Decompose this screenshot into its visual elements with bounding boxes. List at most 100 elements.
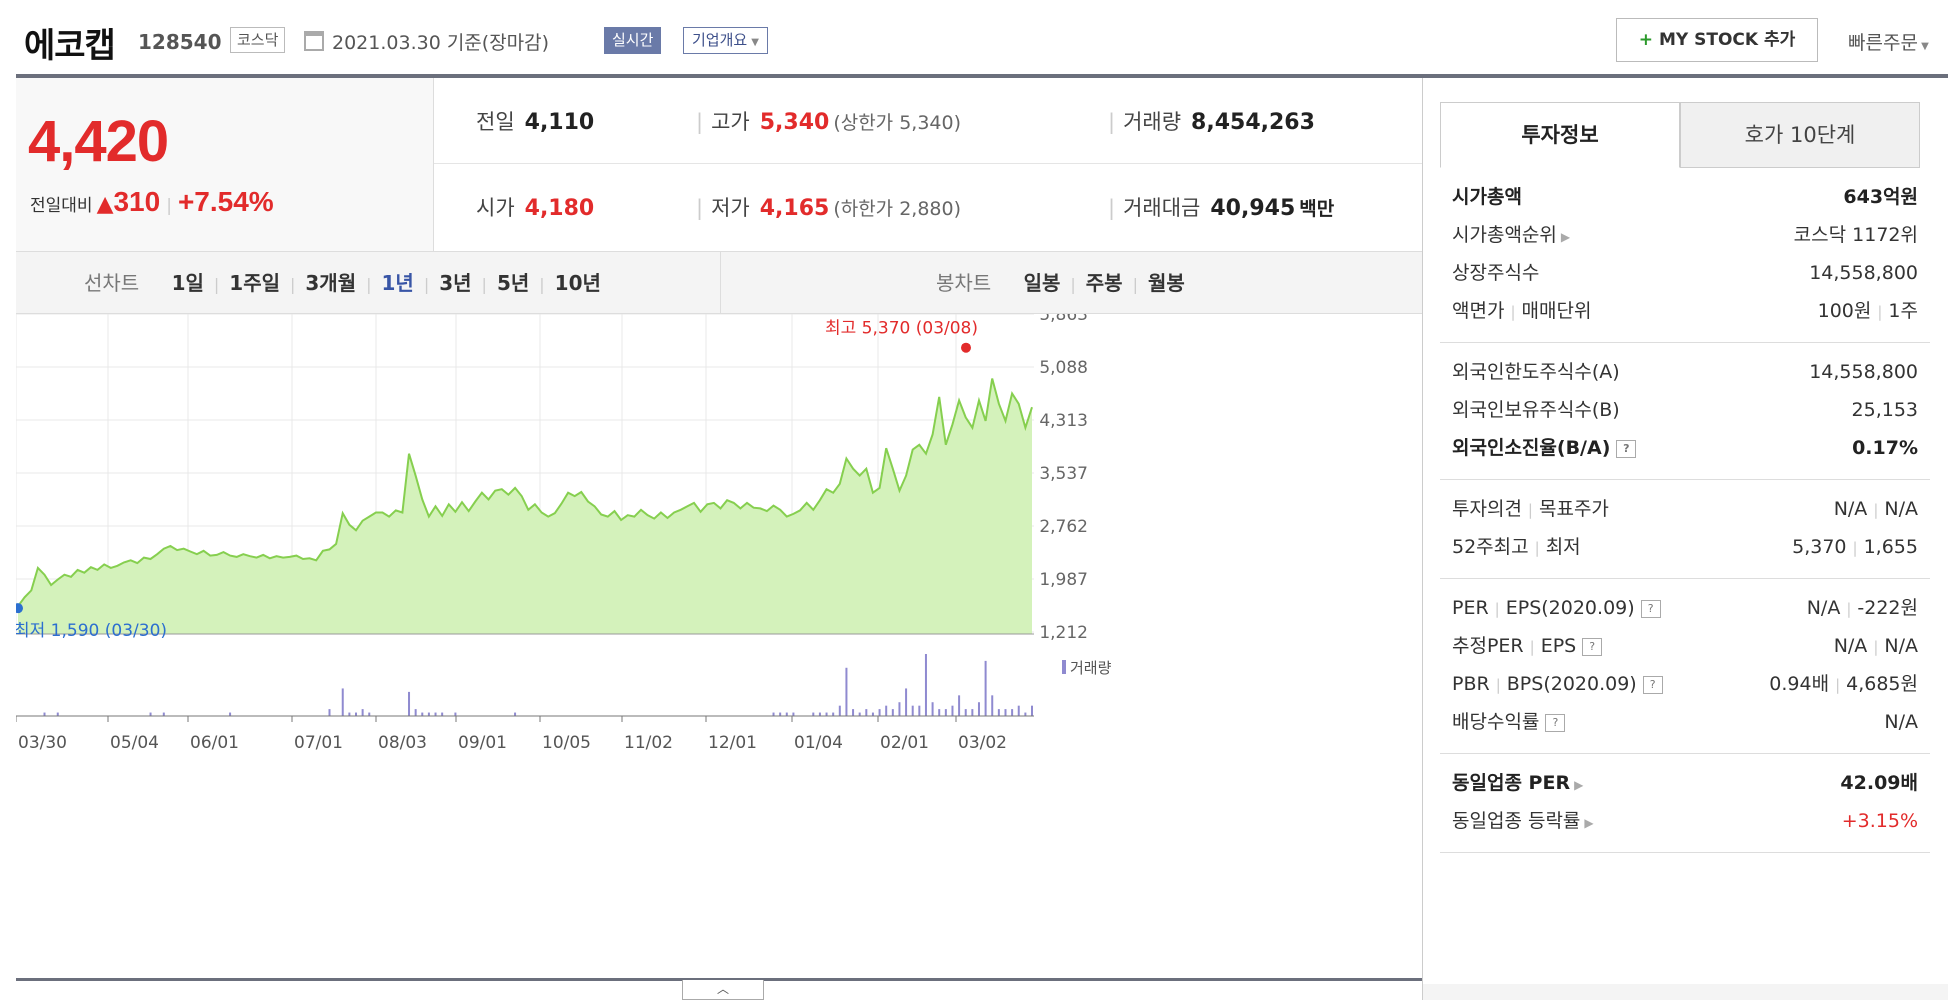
- tab-investment-info[interactable]: 투자정보: [1440, 102, 1680, 168]
- info-key-label: 추정PER: [1452, 635, 1524, 657]
- volume-bar: [938, 709, 941, 716]
- info-key: 외국인보유주식수(B): [1452, 391, 1620, 429]
- volume-bar: [812, 712, 815, 716]
- volume-bar: [1004, 709, 1007, 716]
- volume-bar: [958, 695, 961, 716]
- period-1w[interactable]: 1주일: [229, 271, 280, 295]
- candle-daily[interactable]: 일봉: [1023, 271, 1061, 295]
- help-icon[interactable]: ?: [1642, 675, 1663, 694]
- info-key-label: PER: [1452, 597, 1489, 619]
- info-value-text: 100원: [1817, 300, 1872, 322]
- info-key: PER | EPS(2020.09)?: [1452, 589, 1661, 628]
- info-key-label: PBR: [1452, 673, 1490, 695]
- chevron-down-icon: ▼: [751, 37, 759, 48]
- info-row: 동일업종 등락률 ▶ +3.15%: [1452, 802, 1918, 840]
- company-overview-dropdown[interactable]: 기업개요 ▼: [683, 27, 768, 54]
- info-key: PBR | BPS(2020.09)?: [1452, 665, 1663, 704]
- candle-monthly[interactable]: 월봉: [1147, 271, 1185, 295]
- separator: |: [1494, 600, 1500, 618]
- info-key[interactable]: 동일업종 등락률 ▶: [1452, 802, 1594, 842]
- candle-chart-label: 봉차트: [936, 271, 992, 295]
- calendar-icon: [304, 31, 324, 51]
- volume-bar: [838, 705, 841, 716]
- nav-divider: [720, 252, 721, 314]
- volume-bar: [355, 712, 357, 716]
- info-value: +3.15%: [1842, 802, 1918, 840]
- volume-bar: [361, 709, 364, 716]
- info-key: 외국인소진율(B/A)?: [1452, 429, 1637, 467]
- info-key-label: 52주최고: [1452, 536, 1529, 558]
- price-line: [17, 378, 1033, 607]
- volume-bar: [434, 712, 437, 716]
- info-value-text: 1,655: [1863, 536, 1918, 558]
- volume-value: 8,454,263: [1191, 110, 1315, 135]
- price-chart: 5,863 5,088 4,313 3,537 2,762 1,987 1,212 최고 5,…: [16, 314, 1422, 974]
- x-tick-label: 02/01: [880, 733, 929, 753]
- info-key: 시가총액: [1452, 178, 1522, 216]
- quick-order-label: 빠른주문: [1848, 32, 1918, 54]
- help-icon[interactable]: ?: [1545, 713, 1566, 732]
- info-value-text: 42.09배: [1840, 772, 1918, 794]
- volume-bar: [878, 709, 881, 716]
- volume-bar: [891, 709, 894, 716]
- info-key-label: 최저: [1545, 536, 1581, 558]
- info-key-label: 상장주식수: [1452, 262, 1540, 284]
- volume-bar: [918, 705, 921, 716]
- trade-amount-unit: 백만: [1299, 198, 1335, 220]
- info-key[interactable]: 동일업종 PER ▶: [1452, 764, 1583, 804]
- info-value-text: N/A: [1884, 635, 1918, 657]
- help-icon[interactable]: ?: [1616, 439, 1637, 458]
- lower-limit: (하한가 2,880): [833, 198, 962, 220]
- separator: |: [1877, 303, 1883, 321]
- x-tick-label: 07/01: [294, 733, 343, 753]
- period-10y[interactable]: 10년: [554, 271, 601, 295]
- separator: |: [1495, 676, 1501, 694]
- collapse-chart-button[interactable]: ︿: [682, 980, 764, 1000]
- volume-bar: [341, 688, 344, 716]
- info-key-label: 투자의견: [1452, 498, 1522, 520]
- info-value-text: 25,153: [1851, 399, 1918, 421]
- separator: |: [1835, 676, 1841, 694]
- info-value: 25,153: [1852, 391, 1918, 429]
- info-key-label: 매매단위: [1521, 300, 1592, 322]
- high-annotation: 최고 5,370 (03/08): [825, 319, 978, 339]
- low-annotation: 최저 1,590 (03/30): [16, 621, 167, 641]
- period-3y[interactable]: 3년: [439, 271, 472, 295]
- realtime-button[interactable]: 실시간: [604, 27, 662, 54]
- info-key: 52주최고 | 최저: [1452, 528, 1581, 567]
- info-value: 14,558,800: [1809, 254, 1918, 292]
- separator: |: [1873, 638, 1879, 656]
- quote-row: 전일 4,110 | 고가 5,340 (상한가 5,340) | 거래량 8,454,26…: [434, 78, 1422, 164]
- prev-close-label: 전일: [476, 110, 515, 134]
- period-5y[interactable]: 5년: [496, 271, 530, 295]
- period-1d[interactable]: 1일: [171, 271, 204, 295]
- candle-weekly[interactable]: 주봉: [1085, 271, 1123, 295]
- open-price: 시가 4,180: [476, 192, 594, 222]
- separator: |: [1852, 539, 1858, 557]
- separator: |: [696, 110, 704, 134]
- tab-order-book[interactable]: 호가 10단계: [1680, 102, 1920, 168]
- separator: |: [1132, 275, 1138, 294]
- add-my-stock-button[interactable]: + MY STOCK 추가: [1616, 18, 1818, 62]
- separator: |: [366, 275, 372, 294]
- change-amount: 310: [113, 186, 161, 217]
- info-group: PER | EPS(2020.09)? N/A | -222원 추정PER | EPS? N/A |…: [1440, 579, 1930, 754]
- quick-order-dropdown[interactable]: 빠른주문 ▼: [1848, 28, 1929, 55]
- quote-row: 시가 4,180 | 저가 4,165 (하한가 2,880) | 거래대금 40,945 백…: [434, 164, 1422, 250]
- info-value-text: -222원: [1857, 597, 1918, 619]
- period-1y[interactable]: 1년: [381, 271, 414, 295]
- info-row: 상장주식수 14,558,800: [1452, 254, 1918, 292]
- volume-bar: [818, 712, 821, 716]
- info-value-text: +3.15%: [1841, 810, 1918, 832]
- period-3m[interactable]: 3개월: [305, 271, 357, 295]
- info-key: 외국인한도주식수(A): [1452, 353, 1620, 391]
- info-key[interactable]: 시가총액순위 ▶: [1452, 216, 1570, 256]
- volume-bar: [348, 712, 351, 716]
- info-value-text: N/A: [1806, 597, 1841, 619]
- help-icon[interactable]: ?: [1640, 599, 1661, 618]
- add-my-stock-label: MY STOCK 추가: [1658, 30, 1796, 50]
- help-icon[interactable]: ?: [1582, 637, 1603, 656]
- volume-bar: [427, 712, 430, 716]
- y-tick-label: 5,863: [1039, 314, 1088, 325]
- info-key-label: 시가총액순위: [1452, 224, 1557, 246]
